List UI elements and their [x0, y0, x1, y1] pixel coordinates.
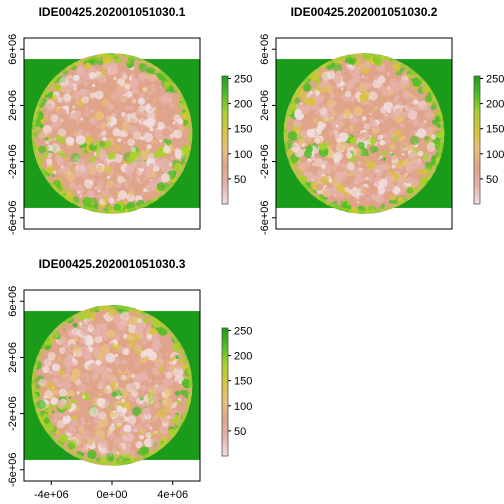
colorbar: 50 100 150 200 250: [221, 326, 252, 457]
colorbar-ramp: [473, 75, 481, 205]
raster-image: [276, 38, 452, 229]
panel-1: IDE00425.202001051030.1 -6e+06 -2e+06 2e+06…: [7, 5, 252, 235]
x-tick-label: -4e+06: [34, 489, 69, 501]
colorbar-tick-label: 150: [234, 376, 252, 388]
panel-title: IDE00425.202001051030.2: [291, 5, 438, 19]
y-tick-label: -6e+06: [7, 200, 19, 235]
earth-disc: [283, 53, 445, 214]
colorbar: 50 100 150 200 250: [221, 74, 252, 205]
colorbar-tick-label: 250: [234, 326, 252, 338]
panel-2: IDE00425.202001051030.2 -6e+06 -2e+06 2e+06…: [259, 5, 504, 235]
y-tick-label: -2e+06: [7, 396, 19, 431]
y-tick-label: 2e+06: [7, 90, 19, 121]
x-tick-label: 4e+06: [157, 489, 188, 501]
colorbar-tick-label: 100: [486, 149, 504, 161]
colorbar-tick-label: 50: [234, 174, 246, 186]
x-tick-label: 0e+00: [97, 489, 128, 501]
plot-frame: [23, 37, 201, 230]
colorbar: 50 100 150 200 250: [473, 74, 504, 205]
y-tick-label: -6e+06: [259, 200, 271, 235]
colorbar-tick-label: 50: [486, 174, 498, 186]
panel-3: IDE00425.202001051030.3 -6e+06 -2e+06 2e+06…: [7, 257, 252, 501]
panel-title: IDE00425.202001051030.1: [39, 5, 186, 19]
colorbar-tick-label: 250: [234, 74, 252, 86]
colorbar-tick-label: 250: [486, 74, 504, 86]
y-tick-label: -2e+06: [7, 144, 19, 179]
colorbar-tick-label: 50: [234, 426, 246, 438]
raster-image: [24, 38, 200, 229]
colorbar-ramp: [221, 75, 229, 205]
y-tick-label: 6e+06: [7, 286, 19, 317]
raster-image: [24, 290, 200, 481]
colorbar-tick-label: 200: [486, 99, 504, 111]
colorbar-tick-label: 200: [234, 99, 252, 111]
colorbar-tick-label: 150: [486, 124, 504, 136]
colorbar-ramp: [221, 327, 229, 457]
earth-disc: [31, 305, 193, 466]
colorbar-tick-label: 100: [234, 149, 252, 161]
panel-title: IDE00425.202001051030.3: [39, 257, 186, 271]
colorbar-tick-label: 200: [234, 351, 252, 363]
plot-frame: [275, 37, 453, 230]
colorbar-tick-label: 100: [234, 401, 252, 413]
y-tick-label: 6e+06: [259, 34, 271, 65]
y-tick-label: 2e+06: [7, 342, 19, 373]
y-tick-label: -6e+06: [7, 452, 19, 487]
y-tick-label: -2e+06: [259, 144, 271, 179]
y-tick-label: 2e+06: [259, 90, 271, 121]
y-tick-label: 6e+06: [7, 34, 19, 65]
colorbar-tick-label: 150: [234, 124, 252, 136]
